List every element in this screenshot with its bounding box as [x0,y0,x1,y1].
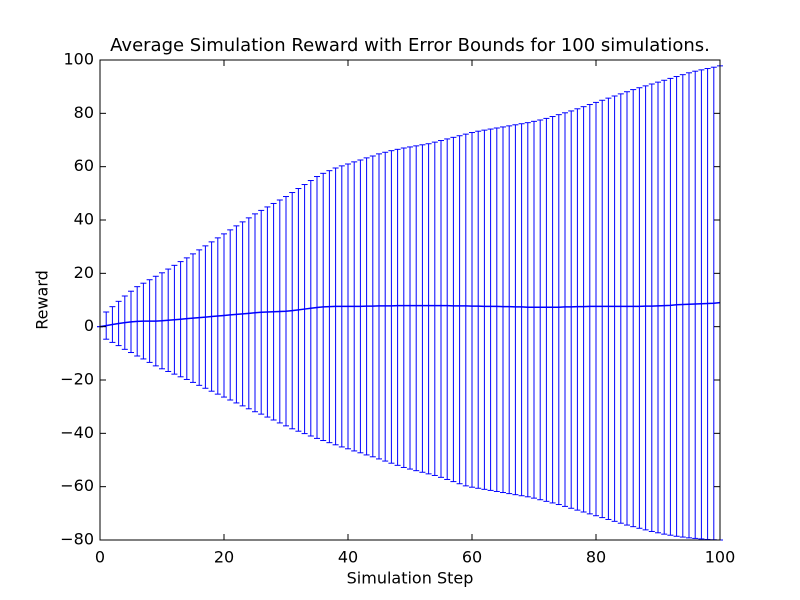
chart-title: Average Simulation Reward with Error Bou… [110,35,710,56]
x-tick-label: 80 [586,548,606,567]
y-tick-label: 40 [74,210,94,229]
x-tick-label: 60 [462,548,482,567]
plot-frame [99,59,721,541]
x-tick-label: 40 [338,548,358,567]
plot-layer [97,65,723,541]
y-tick-label: −40 [60,423,94,442]
y-tick-label: 80 [74,103,94,122]
y-tick-label: 0 [84,316,94,335]
y-axis-label: Reward [33,270,52,330]
y-tick-label: 60 [74,156,94,175]
y-tick-label: −80 [60,530,94,549]
y-tick-label: 100 [63,50,94,69]
axes-layer: 0 20 40 60 80 100 −80 −60 −40 −20 0 20 40 60 80 100 [60,50,735,567]
y-tick-label: −60 [60,476,94,495]
x-axis-label: Simulation Step [347,569,474,588]
mean-reward-line [99,301,721,328]
x-tick-label: 0 [95,548,105,567]
x-tick-label: 100 [705,548,736,567]
y-tick-label: −20 [60,370,94,389]
x-tick-label: 20 [214,548,234,567]
y-tick-label: 20 [74,263,94,282]
